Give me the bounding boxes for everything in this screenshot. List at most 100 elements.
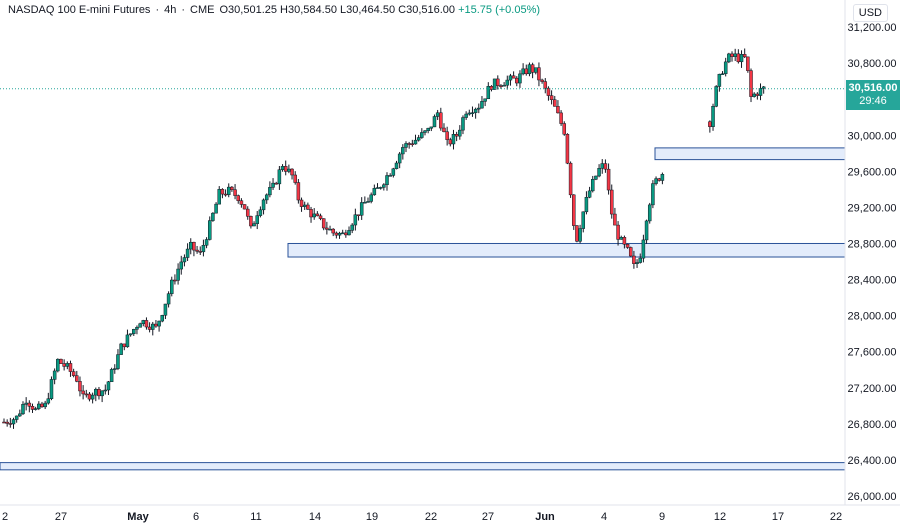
y-tick-label: 28,400.00 xyxy=(848,275,897,287)
candle-down xyxy=(439,112,443,129)
candle-up xyxy=(182,257,187,263)
candle-up xyxy=(21,404,25,415)
candle-up xyxy=(100,390,104,397)
x-tick-label: 2 xyxy=(2,511,8,523)
candle-up xyxy=(261,199,266,211)
candle-down xyxy=(154,323,158,327)
candle-down xyxy=(556,106,560,114)
candle-down xyxy=(553,99,557,107)
y-tick-label: 30,800.00 xyxy=(848,58,897,70)
exchange-label: CME xyxy=(190,4,215,16)
candle-up xyxy=(56,358,60,372)
price-zone[interactable] xyxy=(287,242,846,258)
time-axis[interactable]: 2 27 May 6 11 14 19 22 27 Jun 4 9 12 17 22 xyxy=(2,511,842,523)
candle-up xyxy=(619,237,623,240)
currency-button[interactable]: USD xyxy=(852,4,888,22)
candle-down xyxy=(559,112,563,124)
candle-down xyxy=(742,54,747,58)
candle-up xyxy=(461,117,465,131)
y-tick-label: 26,000.00 xyxy=(848,491,897,503)
candle-up xyxy=(600,163,604,169)
candle-up xyxy=(480,101,484,109)
candle-down xyxy=(290,168,294,176)
close-value: 30,516.00 xyxy=(406,4,456,16)
separator: · xyxy=(181,4,186,16)
candle-down xyxy=(736,53,741,63)
candle-down xyxy=(5,421,9,424)
x-tick-label: 11 xyxy=(250,511,261,523)
candle-up xyxy=(135,327,139,330)
candle-up xyxy=(587,190,592,198)
candle-up xyxy=(733,53,737,57)
y-tick-label: 29,200.00 xyxy=(848,202,897,214)
candle-up xyxy=(94,388,98,396)
interval-label[interactable]: 4h xyxy=(164,4,177,16)
candle-up xyxy=(644,220,649,241)
candle-up xyxy=(372,188,377,196)
candle-down xyxy=(499,85,503,87)
x-tick-label: 27 xyxy=(482,511,494,523)
candle-down xyxy=(407,143,411,145)
bar-countdown: 29:46 xyxy=(859,94,887,107)
candle-up xyxy=(467,112,472,115)
candle-up xyxy=(451,133,456,145)
price-zone[interactable] xyxy=(654,147,846,161)
candle-up xyxy=(388,175,392,177)
candle-up xyxy=(207,220,212,240)
candle-up xyxy=(24,402,28,405)
candle-up xyxy=(65,363,70,367)
candle-down xyxy=(299,199,304,207)
candle-down xyxy=(496,78,500,86)
candle-down xyxy=(62,363,66,367)
candle-up xyxy=(359,202,364,216)
candle-up xyxy=(401,147,405,155)
candle-down xyxy=(321,218,326,229)
candle-up xyxy=(277,169,282,185)
price-axis[interactable]: 26,000.00 26,400.00 26,800.00 27,200.00 27,6… xyxy=(848,22,897,503)
y-tick-label: 27,200.00 xyxy=(848,383,897,395)
candle-down xyxy=(537,67,541,81)
candle-up xyxy=(189,241,193,250)
symbol-legend[interactable]: NASDAQ 100 E-mini Futures · 4h · CME O30… xyxy=(8,4,540,16)
high-label: H xyxy=(280,4,288,16)
candle-up xyxy=(258,209,263,216)
candle-down xyxy=(448,139,453,145)
candle-up xyxy=(347,230,351,236)
candle-up xyxy=(378,187,383,189)
candle-down xyxy=(97,388,101,397)
candle-up xyxy=(486,86,491,100)
candle-up xyxy=(226,186,231,195)
candle-up xyxy=(432,116,437,128)
candle-up xyxy=(271,182,275,188)
symbol-name[interactable]: NASDAQ 100 E-mini Futures xyxy=(8,4,151,16)
candle-down xyxy=(84,393,89,396)
candle-down xyxy=(283,166,288,172)
candle-up xyxy=(350,224,354,231)
candle-up xyxy=(90,394,95,400)
candle-down xyxy=(306,204,310,210)
candle-up xyxy=(125,334,130,348)
candle-up xyxy=(413,139,418,145)
candle-up xyxy=(420,132,424,138)
candle-up xyxy=(597,168,601,177)
x-tick-label: May xyxy=(127,511,149,523)
candle-down xyxy=(755,93,760,96)
candle-up xyxy=(252,223,256,227)
candle-down xyxy=(628,247,633,257)
y-tick-label: 27,600.00 xyxy=(848,347,897,359)
candle-down xyxy=(81,390,85,395)
candle-up xyxy=(160,315,165,322)
candle-up xyxy=(727,53,731,63)
support-resistance-zones xyxy=(0,147,846,471)
candle-down xyxy=(293,174,297,183)
candle-up xyxy=(641,239,646,259)
candle-up xyxy=(170,279,174,294)
candle-up xyxy=(255,215,259,224)
candle-down xyxy=(223,193,228,196)
candle-up xyxy=(518,73,522,84)
price-zone[interactable] xyxy=(0,462,846,471)
candle-up xyxy=(654,178,658,184)
candle-up xyxy=(37,403,41,409)
